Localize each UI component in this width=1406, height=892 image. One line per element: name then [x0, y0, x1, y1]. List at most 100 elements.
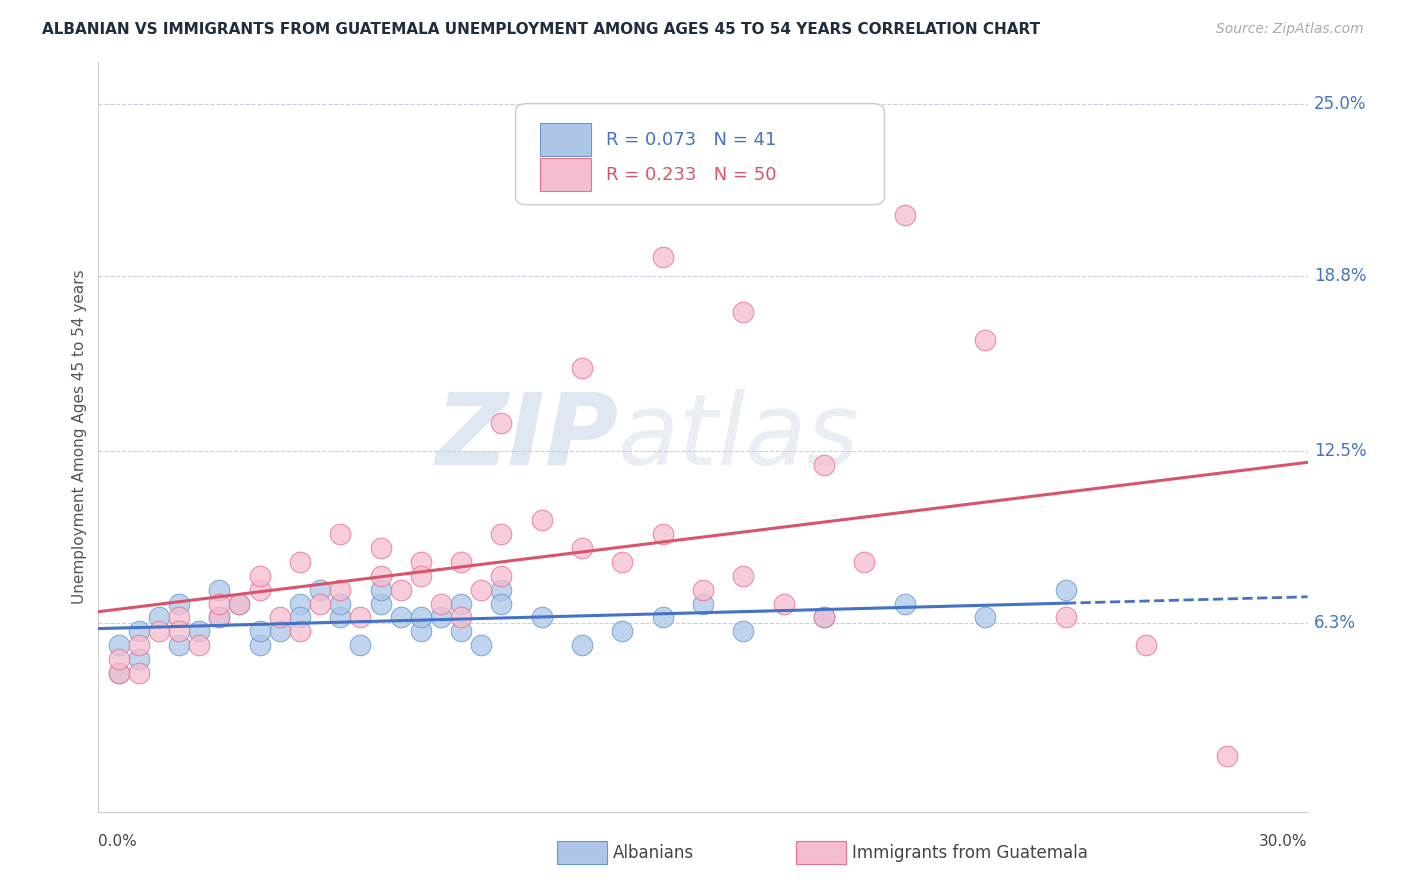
Point [370, 582, 392, 597]
Point [491, 597, 513, 611]
Text: 12.5%: 12.5% [1313, 442, 1367, 460]
Point [692, 597, 714, 611]
Point [772, 597, 794, 611]
Text: Immigrants from Guatemala: Immigrants from Guatemala [852, 844, 1088, 862]
Point [107, 665, 129, 680]
Point [167, 624, 190, 639]
Point [128, 665, 150, 680]
Text: R = 0.233   N = 50: R = 0.233 N = 50 [606, 166, 776, 184]
Point [612, 624, 634, 639]
Point [128, 638, 150, 652]
Point [409, 610, 432, 624]
Point [430, 597, 453, 611]
Point [430, 610, 453, 624]
Point [450, 624, 472, 639]
Point [349, 638, 371, 652]
Y-axis label: Unemployment Among Ages 45 to 54 years: Unemployment Among Ages 45 to 54 years [72, 269, 87, 605]
Point [128, 624, 150, 639]
Point [974, 610, 997, 624]
Point [813, 610, 835, 624]
Point [329, 582, 352, 597]
Point [208, 610, 231, 624]
Point [1135, 638, 1157, 652]
Point [733, 305, 755, 319]
Point [409, 555, 432, 569]
Point [853, 555, 876, 569]
Point [1216, 749, 1239, 764]
Point [491, 569, 513, 583]
Point [208, 582, 231, 597]
Point [228, 597, 250, 611]
Text: 25.0%: 25.0% [1313, 95, 1367, 113]
Point [450, 597, 472, 611]
Point [128, 652, 150, 666]
Point [148, 624, 170, 639]
Point [329, 610, 352, 624]
Point [409, 624, 432, 639]
Point [148, 610, 170, 624]
Point [612, 555, 634, 569]
Point [188, 624, 211, 639]
Point [893, 597, 915, 611]
Point [571, 360, 593, 375]
Point [530, 513, 553, 527]
Point [571, 638, 593, 652]
Point [249, 569, 271, 583]
Point [893, 208, 915, 222]
Point [188, 638, 211, 652]
Text: atlas: atlas [619, 389, 860, 485]
Point [167, 638, 190, 652]
Point [974, 333, 997, 347]
Point [651, 250, 673, 264]
Point [309, 582, 332, 597]
Point [249, 582, 271, 597]
Point [370, 597, 392, 611]
Point [389, 582, 412, 597]
Text: ZIP: ZIP [436, 389, 619, 485]
Text: 18.8%: 18.8% [1313, 267, 1367, 285]
Point [288, 555, 311, 569]
Text: ALBANIAN VS IMMIGRANTS FROM GUATEMALA UNEMPLOYMENT AMONG AGES 45 TO 54 YEARS COR: ALBANIAN VS IMMIGRANTS FROM GUATEMALA UN… [42, 22, 1040, 37]
Point [208, 610, 231, 624]
Text: 6.3%: 6.3% [1313, 614, 1355, 632]
Point [370, 569, 392, 583]
Point [288, 610, 311, 624]
Point [491, 582, 513, 597]
FancyBboxPatch shape [516, 103, 884, 205]
Point [309, 597, 332, 611]
Point [228, 597, 250, 611]
Point [389, 610, 412, 624]
Text: Albanians: Albanians [613, 844, 695, 862]
Point [167, 610, 190, 624]
Point [733, 624, 755, 639]
Point [249, 624, 271, 639]
Point [733, 569, 755, 583]
Point [269, 610, 291, 624]
Point [1054, 582, 1077, 597]
Point [269, 624, 291, 639]
Point [288, 597, 311, 611]
Point [249, 638, 271, 652]
Point [813, 610, 835, 624]
Point [107, 665, 129, 680]
Point [470, 638, 492, 652]
Point [571, 541, 593, 555]
FancyBboxPatch shape [540, 159, 591, 191]
Point [651, 527, 673, 541]
Point [167, 597, 190, 611]
Text: 0.0%: 0.0% [98, 834, 138, 849]
Point [491, 416, 513, 430]
FancyBboxPatch shape [540, 123, 591, 156]
Point [370, 541, 392, 555]
Point [329, 527, 352, 541]
Text: R = 0.073   N = 41: R = 0.073 N = 41 [606, 130, 776, 149]
Point [349, 610, 371, 624]
Point [470, 582, 492, 597]
Point [1054, 610, 1077, 624]
Point [530, 610, 553, 624]
Point [329, 597, 352, 611]
Text: Source: ZipAtlas.com: Source: ZipAtlas.com [1216, 22, 1364, 37]
Point [450, 610, 472, 624]
Point [651, 610, 673, 624]
Point [813, 458, 835, 472]
